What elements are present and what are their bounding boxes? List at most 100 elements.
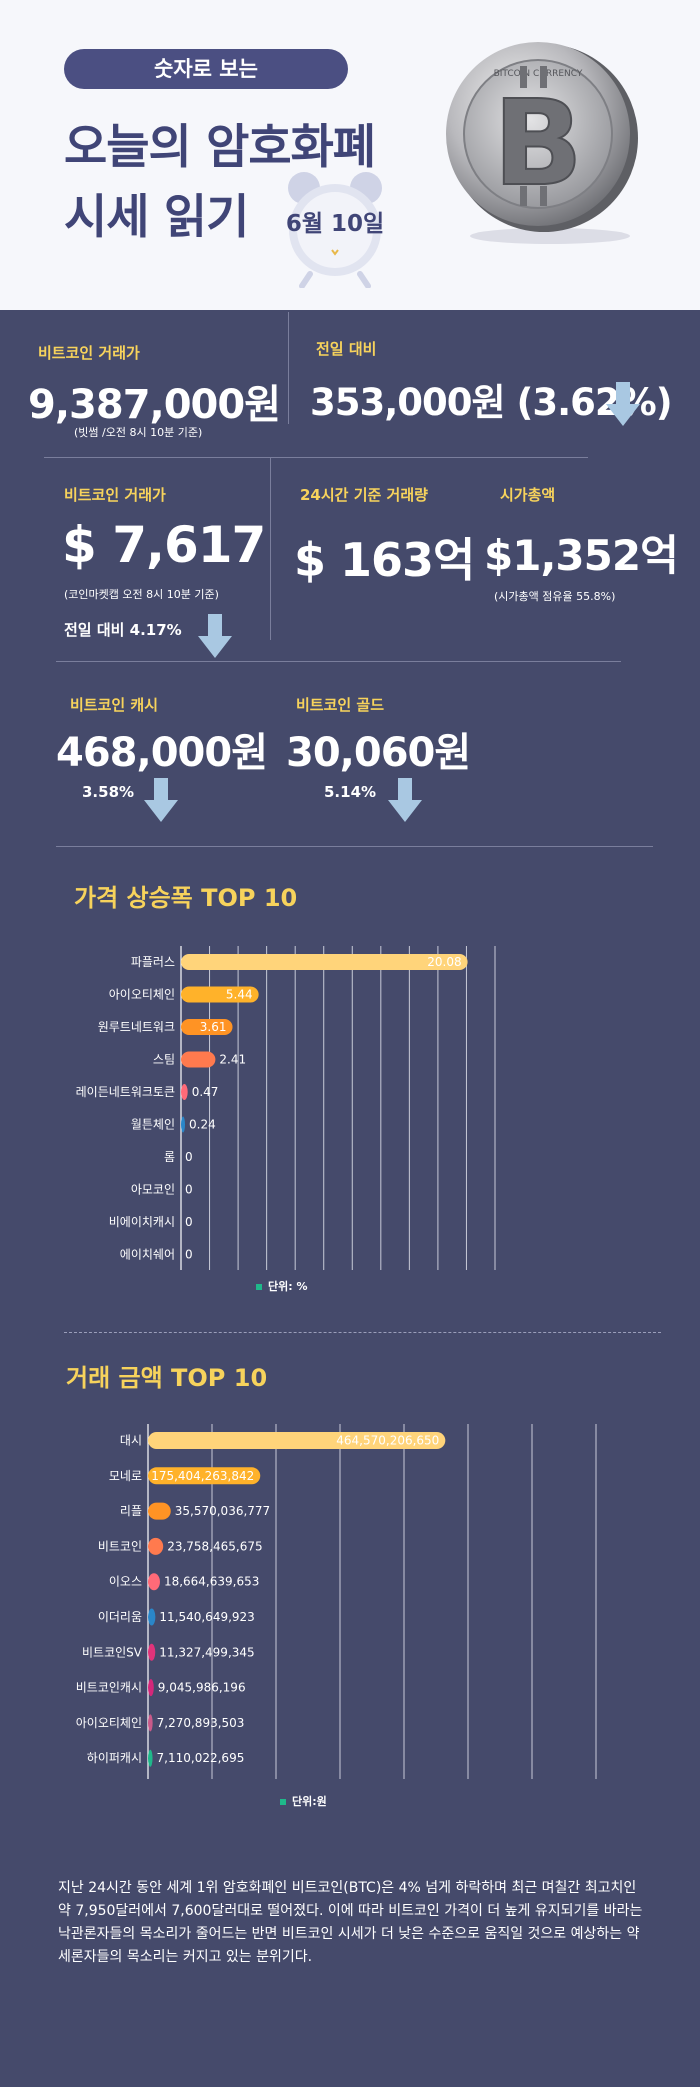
price-rise-chart: 파플러스 20.08 아이오티체인 5.44 원루트네트워크 3.61 스팀 2.41 레이든네… [76,946,496,1270]
value-label: 35,570,036,777 [175,1504,270,1518]
chart1-title: 가격 상승폭 TOP 10 [74,884,298,912]
bar [181,986,259,1003]
category-label: 아이오티체인 [109,988,175,1002]
divider [288,312,289,424]
category-label: 아이오티체인 [76,1716,142,1730]
bar [148,1432,446,1449]
category-label: 롬 [164,1150,175,1164]
down-arrow-icon [144,778,178,822]
value-label: 464,570,206,650 [336,1434,439,1448]
bar [181,1084,188,1100]
category-label: 이더리움 [98,1610,142,1624]
category-label: 모네로 [109,1469,142,1483]
btc-usd-note: (코인마켓캡 오전 8시 10분 기준) [64,588,219,601]
btc-change-value: 353,000원 (3.62%) [310,381,673,424]
down-arrow-icon [606,382,640,426]
bar [148,1573,160,1591]
value-label: 7,270,893,503 [157,1716,245,1730]
value-label: 0.24 [189,1118,216,1132]
btc-usd-change: 전일 대비 4.17% [64,621,182,639]
divider [56,846,653,847]
value-label: 3.61 [200,1020,227,1034]
page-title-line-2: 시세 읽기 [64,190,249,245]
divider [44,457,588,458]
value-label: 20.08 [427,955,461,969]
chart2-title: 거래 금액 TOP 10 [66,1364,268,1392]
header-badge: 숫자로 보는 [64,49,348,89]
divider [56,661,621,662]
market-cap-label: 시가총액 [500,486,556,504]
btc-gold-change: 5.14% [324,783,377,801]
value-label: 175,404,263,842 [151,1469,254,1483]
bar [148,1537,164,1555]
page-title-line-1: 오늘의 암호화폐 [64,120,376,175]
btc-cash-label: 비트코인 캐시 [70,696,159,714]
category-label: 비트코인캐시 [76,1681,142,1695]
value-label: 0 [185,1248,193,1262]
value-label: 9,045,986,196 [158,1681,246,1695]
date-label: 6월 10일 [285,211,385,237]
market-cap-value: $1,352억 [484,531,679,580]
btc-cash-value: 468,000원 [56,730,268,776]
alarm-clock-icon [288,172,382,288]
bar [148,1714,153,1732]
bar [148,1679,154,1697]
bar [148,1608,156,1626]
category-label: 리플 [120,1504,142,1518]
btc-change-label: 전일 대비 [316,340,377,358]
bar [148,1467,261,1485]
category-label: 하이퍼캐시 [87,1751,142,1765]
btc-cash-change: 3.58% [82,783,135,801]
bar [148,1502,171,1520]
trade-amount-chart: 대시 464,570,206,650 모네로 175,404,263,842 리플 35,… [76,1424,597,1779]
value-label: 11,327,499,345 [159,1645,254,1659]
category-label: 파플러스 [131,955,175,969]
bar [181,1051,216,1068]
value-label: 2.41 [219,1053,246,1067]
btc-krw-label: 비트코인 거래가 [38,344,140,362]
category-label: 스팀 [153,1053,175,1067]
value-label: 5.44 [226,988,253,1002]
category-label: 레이든네트워크토큰 [76,1085,175,1099]
bar [181,1116,185,1133]
btc-gold-value: 30,060원 [286,730,471,776]
value-label: 7,110,022,695 [157,1751,245,1765]
value-label: 0 [185,1150,193,1164]
btc-gold-label: 비트코인 골드 [296,696,385,714]
chart2-unit: 단위:원 [280,1793,327,1809]
category-label: 이오스 [109,1575,142,1589]
value-label: 11,540,649,923 [159,1610,254,1624]
volume-value: $ 163억 [294,533,475,587]
bar [148,1749,153,1767]
coin-ring-text: BITCOIN CURRENCY [494,69,583,79]
btc-usd-value: $ 7,617 [62,516,266,574]
chart1-unit: 단위: % [256,1278,308,1294]
btc-krw-note: (빗썸 /오전 8시 10분 기준) [74,426,203,439]
bar [148,1643,156,1661]
down-arrow-icon [388,778,422,822]
category-label: 아모코인 [131,1183,175,1197]
volume-label: 24시간 기준 거래량 [300,486,428,504]
value-label: 0 [185,1183,193,1197]
bar [181,954,468,970]
value-label: 18,664,639,653 [164,1575,259,1589]
divider [64,1332,661,1333]
category-label: 대시 [120,1434,142,1448]
down-arrow-icon [198,614,232,658]
category-label: 원루트네트워크 [98,1020,175,1034]
summary-text: 지난 24시간 동안 세계 1위 암호화폐인 비트코인(BTC)은 4% 넘게 … [58,1880,643,1965]
category-label: 월튼체인 [131,1118,175,1132]
svg-text:B: B [493,74,583,212]
divider [270,458,271,640]
header: 숫자로 보는 오늘의 암호화폐 시세 읽기 6월 10일 BITCOIN CUR… [0,0,700,310]
bitcoin-coin-icon: BITCOIN CURRENCY B [446,42,638,244]
btc-krw-value: 9,387,000원 [28,382,281,428]
btc-usd-label: 비트코인 거래가 [64,486,166,504]
value-label: 0.47 [192,1085,219,1099]
category-label: 에이치쉐어 [120,1248,175,1262]
value-label: 23,758,465,675 [167,1539,262,1553]
category-label: 비트코인SV [82,1645,143,1659]
bar [181,1019,233,1035]
market-cap-note: (시가총액 점유율 55.8%) [494,590,616,603]
category-label: 비트코인 [98,1539,142,1553]
